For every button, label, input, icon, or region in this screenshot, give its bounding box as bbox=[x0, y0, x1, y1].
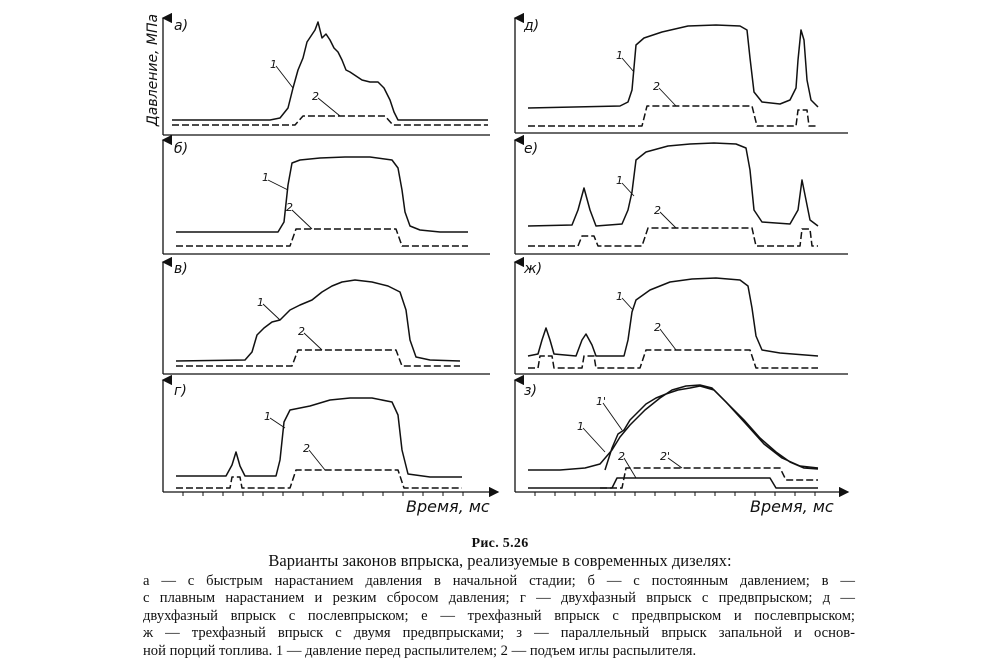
injection-diagram-figure: а) б) в) г) д) е) ж) з) 1 2 1 2 1 2 1 2 … bbox=[145, 12, 850, 516]
panel-z-label-1: 1 bbox=[577, 420, 584, 433]
panel-letter-d: д) bbox=[523, 18, 539, 34]
x-axis-label-right: Время, мс bbox=[750, 497, 834, 516]
panel-letter-z: з) bbox=[524, 383, 537, 399]
panel-letter-zh: ж) bbox=[523, 261, 542, 277]
panel-d-curve-1 bbox=[527, 24, 819, 109]
panel-letter-b: б) bbox=[174, 141, 188, 157]
y-axis-label: Давление, МПа bbox=[145, 14, 161, 127]
panel-z-curve-1prime bbox=[604, 385, 819, 471]
panel-d-label-2: 2 bbox=[653, 80, 660, 93]
panel-a-label-1: 1 bbox=[270, 58, 277, 71]
panel-a-curve-2 bbox=[172, 115, 488, 126]
panel-e-curve-2 bbox=[528, 227, 818, 247]
panel-b-label-1: 1 bbox=[262, 171, 269, 184]
panel-z-curve-2prime bbox=[600, 467, 818, 489]
panel-z-label-2prime: 2' bbox=[660, 450, 670, 463]
panel-d-curve-2 bbox=[528, 105, 818, 127]
panel-e-label-2: 2 bbox=[654, 204, 661, 217]
panel-b-label-2: 2 bbox=[286, 201, 293, 214]
legend-line: двухфазный впрыск с послевпрыском; е — т… bbox=[143, 607, 855, 624]
panel-z-label-2: 2 bbox=[618, 450, 625, 463]
panel-zh-curve-2 bbox=[528, 349, 818, 369]
panel-g-curve-1 bbox=[176, 397, 462, 478]
panel-z-label-1prime: 1' bbox=[596, 395, 606, 408]
legend-line: с плавным нарастанием и резким сбросом д… bbox=[143, 590, 855, 607]
panel-z-curve-2 bbox=[528, 477, 818, 489]
figure-number: Рис. 5.26 bbox=[471, 536, 529, 551]
panel-a-label-2: 2 bbox=[312, 90, 319, 103]
x-axis-label-left: Время, мс bbox=[406, 497, 490, 516]
panel-b-curve-2 bbox=[176, 228, 468, 247]
panel-g-curve-2 bbox=[176, 469, 462, 489]
panel-v-label-2: 2 bbox=[298, 325, 305, 338]
panel-letter-v: в) bbox=[174, 261, 188, 277]
panel-b-curve-1 bbox=[176, 156, 468, 233]
panel-letter-e: е) bbox=[524, 141, 538, 157]
figure-title: Варианты законов впрыска, реализуемые в … bbox=[268, 551, 732, 570]
legend-line: а — с быстрым нарастанием давления в нач… bbox=[143, 573, 855, 589]
panel-e-label-1: 1 bbox=[616, 174, 623, 187]
panel-a-curve-1 bbox=[172, 21, 488, 121]
panel-d-label-1: 1 bbox=[616, 49, 623, 62]
panel-e-curve-1 bbox=[527, 142, 819, 227]
panel-letter-a: а) bbox=[174, 18, 188, 34]
panel-v-curve-2 bbox=[176, 349, 460, 367]
panel-letter-g: г) bbox=[174, 383, 187, 399]
legend-line: ж — трехфазный впрыск с двумя предвпрыск… bbox=[143, 625, 855, 642]
panel-g-label-1: 1 bbox=[264, 410, 271, 423]
figure-legend: а — с быстрым нарастанием давления в нач… bbox=[143, 573, 855, 660]
panel-zh-label-1: 1 bbox=[616, 290, 623, 303]
panel-v-label-1: 1 bbox=[257, 296, 264, 309]
panel-z-curve-1 bbox=[528, 384, 819, 471]
panel-g-label-2: 2 bbox=[303, 442, 310, 455]
panel-zh-curve-1 bbox=[527, 277, 819, 357]
panel-zh-label-2: 2 bbox=[654, 321, 661, 334]
panel-v-curve-1 bbox=[175, 279, 461, 362]
legend-line: ной порций топлива. 1 — давление перед р… bbox=[143, 642, 697, 659]
